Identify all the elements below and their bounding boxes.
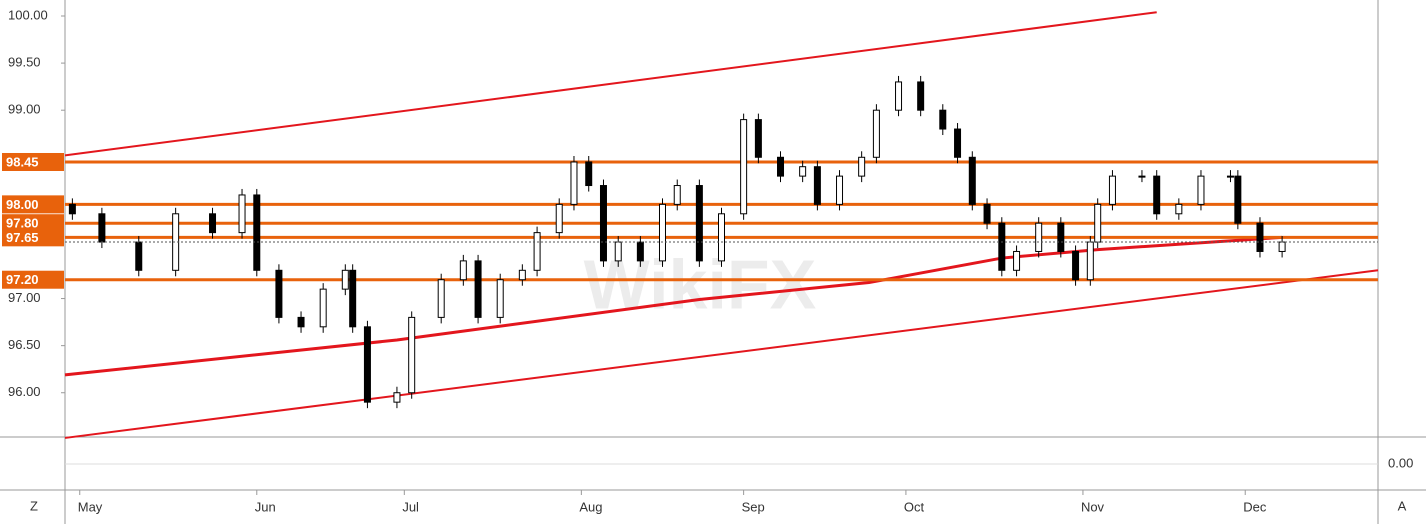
candle-body [813,166,821,205]
level-label: 98.00 [6,197,39,212]
button-z[interactable]: Z [30,498,38,513]
candle-body [1153,175,1161,215]
candle-body [518,269,526,281]
candle-body [135,241,143,271]
candle-body [777,156,785,177]
candle-body [673,185,681,205]
candle-body [1086,241,1094,281]
candle-body [917,81,925,111]
candle-body [740,119,748,215]
y-tick-label: 99.50 [8,55,41,70]
candle-body [895,81,903,111]
candle-body [341,269,349,290]
y-tick-label: 99.00 [8,102,41,117]
x-tick-label: May [78,499,103,514]
x-tick-label: Jul [402,499,419,514]
candle-body [1175,203,1183,215]
candle-body [658,203,666,262]
x-tick-label: Sep [742,499,765,514]
candle-body [695,185,703,262]
candle-body [555,203,563,234]
level-label: 97.20 [6,272,39,287]
candle-body [1278,241,1286,252]
level-label-box [2,152,64,171]
level-label: 98.45 [6,154,39,169]
channel-line [64,11,1157,157]
candle-body [968,156,976,205]
candle-body [349,269,357,328]
candle-body [585,161,593,187]
candle-body [836,175,844,205]
candle-body [408,316,416,394]
candle-body [1072,250,1080,281]
channel-line [64,269,1379,439]
candle-body [1256,222,1264,252]
candle-body [474,260,482,318]
x-tick-label: Aug [579,499,602,514]
candle-body [209,213,217,234]
candle-body [393,392,401,403]
candle-body [872,109,880,158]
candle-body [1234,175,1242,224]
level-label-box [2,270,64,289]
candle-body [275,269,283,318]
x-tick-label: Dec [1243,499,1267,514]
candle-body [238,194,246,234]
candle-body [1035,222,1043,252]
x-tick-label: Nov [1081,499,1105,514]
candle-body [799,166,807,177]
candle-body [599,185,607,262]
candle-body [1197,175,1205,205]
candle-body [496,279,504,318]
x-tick-label: Oct [904,499,925,514]
level-label: 97.80 [6,216,39,231]
candle-body [636,241,644,262]
level-label: 97.65 [6,230,39,245]
candle-body [1013,250,1021,271]
x-tick-label: Jun [255,499,276,514]
moving-average [64,235,1283,377]
candle-body [1226,175,1234,178]
candle-body [998,222,1006,271]
candle-body [1057,222,1065,252]
candle-body [858,156,866,177]
candle-body [253,194,261,271]
candle-body [437,279,445,318]
y-tick-label: 100.00 [8,7,48,22]
y-tick-label: 96.50 [8,337,41,352]
level-label-box [2,228,64,247]
candle-body [297,316,305,328]
y-tick-label: 96.00 [8,384,41,399]
level-label-box [2,195,64,214]
candle-body [939,109,947,130]
candle-body [1094,203,1102,243]
candle-body [954,128,962,158]
candle-body [570,161,578,205]
macd-tick-label: 0.00 [1388,455,1413,470]
candle-body [68,203,76,215]
candle-body [983,203,991,224]
candle-body [363,326,371,403]
button-a[interactable]: A [1398,498,1407,513]
candle-body [319,288,327,328]
candle-body [459,260,467,281]
candle-body [614,241,622,262]
y-tick-label: 97.00 [8,290,41,305]
candle-body [1138,175,1146,178]
candle-body [754,119,762,158]
candle-body [533,232,541,271]
candle-body [718,213,725,262]
level-label-box [2,214,64,233]
candle-body [98,213,106,243]
candle-body [1108,175,1116,205]
